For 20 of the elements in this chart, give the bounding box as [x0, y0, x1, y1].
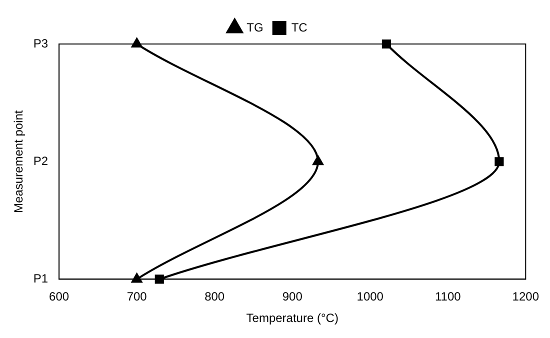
x-tick-label: 700 [126, 290, 148, 304]
point [312, 156, 324, 166]
x-tick-label: 1000 [356, 290, 384, 304]
x-tick-label: 800 [204, 290, 225, 304]
x-tick-label: 600 [49, 290, 70, 304]
legend-label: TG [246, 20, 264, 34]
y-tick-label: P2 [33, 154, 48, 168]
point [132, 38, 142, 48]
y-tick-label: P1 [33, 272, 48, 286]
y-axis-title: Measurement point [12, 110, 26, 213]
point [382, 39, 391, 49]
x-tick-label: 900 [282, 290, 303, 304]
legend-label: TC [291, 20, 308, 34]
point [154, 274, 164, 284]
x-axis-title: Temperature (°C) [246, 311, 338, 326]
x-tick-label: 1100 [434, 290, 462, 304]
point [494, 157, 504, 166]
point [132, 273, 142, 283]
y-tick-label: P3 [33, 36, 48, 50]
x-tick-label: 1200 [512, 290, 540, 304]
